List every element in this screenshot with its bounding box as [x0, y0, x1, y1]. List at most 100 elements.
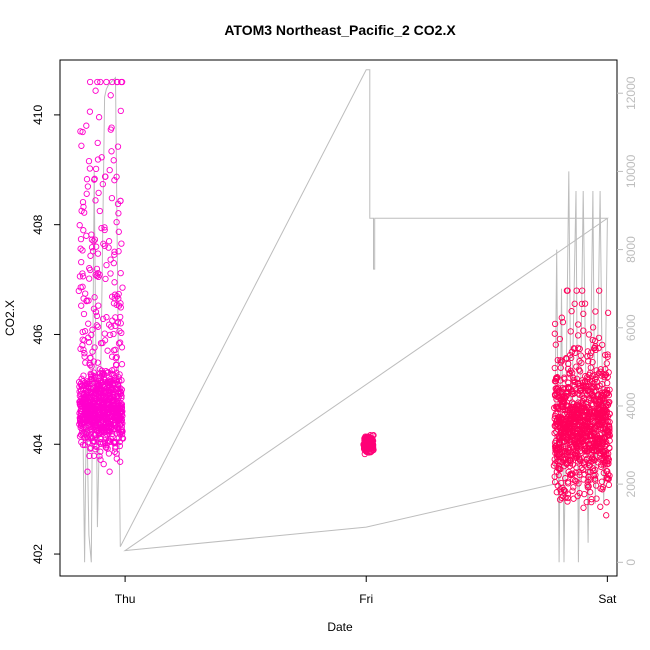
data-point: [106, 468, 113, 475]
data-point: [89, 326, 96, 333]
data-point: [605, 456, 612, 463]
data-point: [118, 431, 126, 438]
data-point: [119, 428, 126, 435]
chart-title: ATOM3 Northeast_Pacific_2 CO2.X: [224, 22, 456, 38]
data-point: [562, 445, 569, 452]
data-point: [587, 364, 594, 371]
data-point: [606, 386, 613, 393]
data-point: [100, 374, 108, 381]
data-point: [370, 446, 377, 454]
data-point: [79, 273, 87, 280]
data-point: [115, 248, 122, 255]
data-point: [92, 87, 99, 94]
y-tick-label-4: 410: [31, 105, 45, 125]
data-point: [572, 349, 579, 356]
data-point: [83, 232, 90, 239]
data-point: [77, 245, 84, 252]
data-point: [117, 313, 124, 321]
data-point: [83, 190, 90, 197]
data-point: [585, 358, 592, 365]
data-point: [112, 354, 119, 362]
data-point: [101, 224, 108, 231]
x-tick-label-0: Thu: [115, 592, 136, 606]
data-point: [105, 450, 113, 457]
data-point: [111, 291, 119, 298]
data-point: [551, 330, 558, 337]
data-point: [77, 235, 85, 243]
data-point: [606, 428, 613, 435]
data-point: [587, 489, 594, 496]
y-axis-left: 402 404 406 408 410: [31, 105, 60, 564]
data-point: [591, 475, 599, 482]
data-point: [575, 399, 582, 406]
data-point: [108, 124, 115, 131]
data-point: [84, 468, 91, 475]
data-point: [83, 176, 91, 183]
data-point: [606, 410, 613, 417]
data-point: [580, 327, 587, 334]
data-point: [100, 460, 107, 468]
data-point: [564, 491, 572, 498]
data-point: [561, 375, 568, 383]
data-point: [118, 416, 126, 424]
data-point: [106, 331, 114, 339]
data-point: [579, 287, 586, 294]
data-point: [580, 310, 587, 317]
data-point: [589, 324, 597, 331]
data-point: [556, 335, 564, 343]
data-point: [590, 467, 597, 475]
data-point: [118, 386, 125, 393]
data-point: [96, 207, 103, 215]
data-point: [92, 308, 100, 316]
data-point: [75, 287, 82, 295]
data-point: [571, 300, 578, 307]
data-point: [603, 438, 610, 445]
data-point: [113, 173, 120, 180]
data-point: [107, 256, 114, 263]
data-point: [564, 498, 571, 505]
data-point: [78, 142, 85, 149]
altitude-series: [82, 69, 610, 563]
data-point: [88, 363, 95, 370]
data-point: [117, 304, 124, 311]
data-point: [113, 218, 120, 226]
data-point: [95, 114, 103, 121]
data-point: [103, 369, 111, 377]
data-point: [93, 322, 100, 329]
data-point: [605, 399, 612, 406]
data-point: [111, 279, 118, 286]
altitude-line: [82, 69, 610, 563]
data-point: [90, 237, 97, 245]
data-point: [119, 284, 126, 291]
data-point: [116, 327, 123, 335]
data-point: [116, 442, 124, 450]
data-point: [98, 224, 105, 232]
y2-tick-label-5: 10000: [624, 154, 638, 188]
data-point: [101, 226, 108, 234]
data-point: [103, 78, 110, 86]
data-point: [585, 483, 592, 490]
data-point: [580, 504, 587, 511]
data-point: [108, 148, 115, 155]
data-point: [117, 197, 124, 205]
y-axis-label: CO2.X: [3, 300, 17, 336]
data-point: [98, 154, 105, 161]
data-point: [588, 498, 595, 506]
data-point: [87, 266, 94, 274]
data-point: [94, 78, 101, 86]
data-point: [117, 320, 124, 327]
data-point: [117, 269, 124, 277]
data-point: [93, 312, 101, 320]
data-point: [81, 328, 89, 335]
data-point: [564, 287, 571, 294]
data-point: [559, 318, 567, 326]
data-point: [370, 432, 377, 439]
data-point: [101, 337, 109, 344]
y2-tick-label-4: 8000: [624, 236, 638, 263]
data-point: [569, 461, 577, 468]
data-point: [118, 377, 125, 384]
data-point: [86, 108, 94, 115]
data-point: [560, 486, 567, 494]
data-point: [605, 481, 613, 489]
data-point: [110, 157, 117, 164]
